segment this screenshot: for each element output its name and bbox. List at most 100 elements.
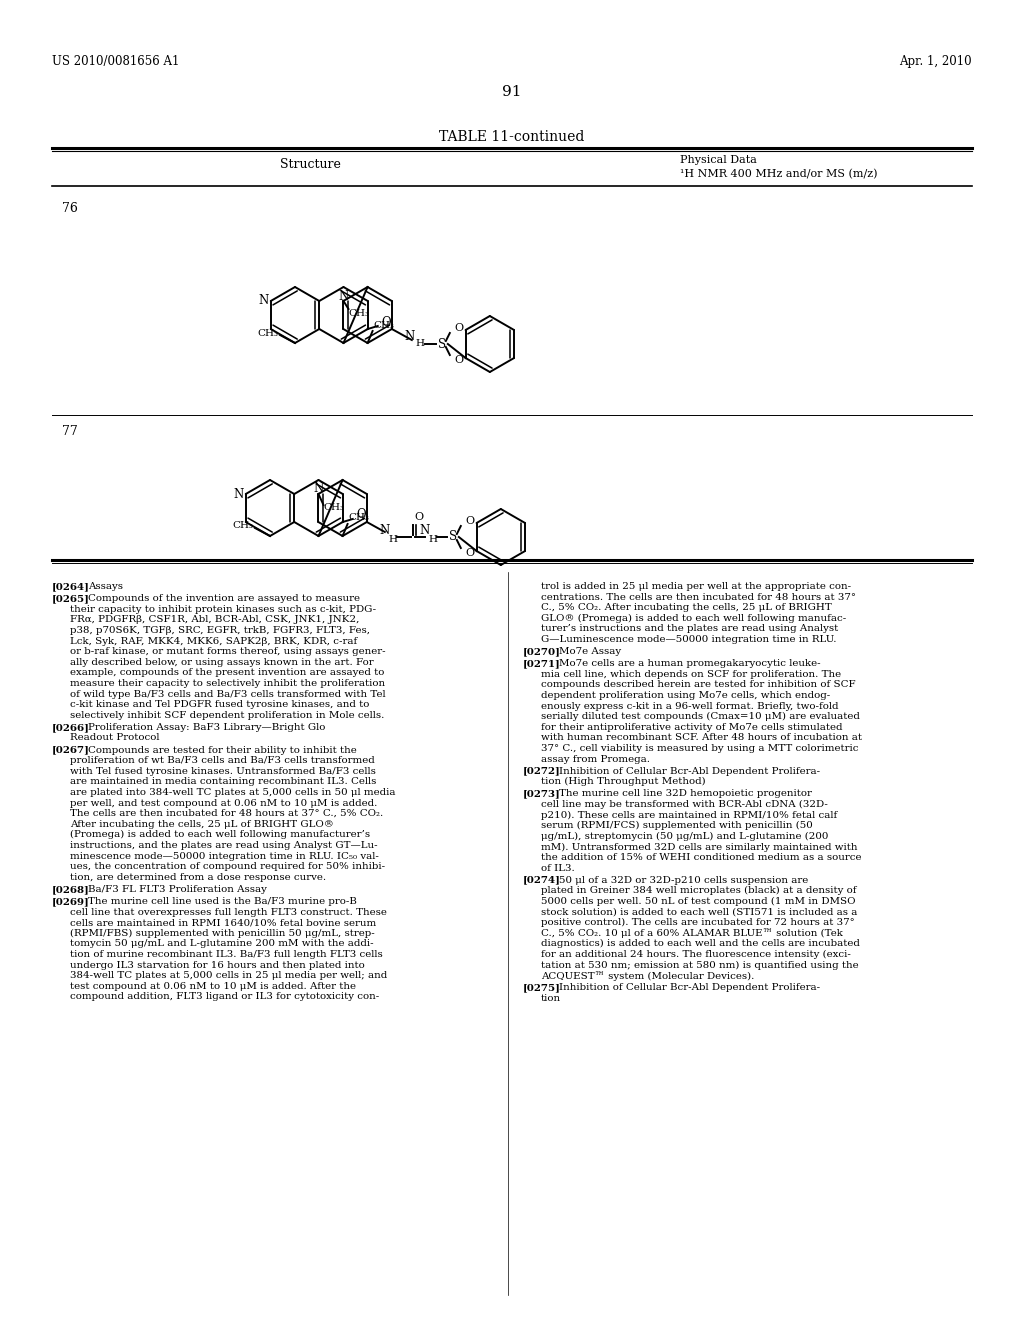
Text: per well, and test compound at 0.06 nM to 10 μM is added.: per well, and test compound at 0.06 nM t… xyxy=(70,799,378,808)
Text: Assays: Assays xyxy=(88,582,123,591)
Text: mM). Untransformed 32D cells are similarly maintained with: mM). Untransformed 32D cells are similar… xyxy=(541,842,857,851)
Text: tion of murine recombinant IL3. Ba/F3 full length FLT3 cells: tion of murine recombinant IL3. Ba/F3 fu… xyxy=(70,950,383,958)
Text: minescence mode—50000 integration time in RLU. IC₅₀ val-: minescence mode—50000 integration time i… xyxy=(70,851,379,861)
Text: [0271]: [0271] xyxy=(523,659,561,668)
Text: O: O xyxy=(465,516,474,525)
Text: p210). These cells are maintained in RPMI/10% fetal calf: p210). These cells are maintained in RPM… xyxy=(541,810,838,820)
Text: assay from Promega.: assay from Promega. xyxy=(541,755,650,763)
Text: for their antiproliferative activity of Mo7e cells stimulated: for their antiproliferative activity of … xyxy=(541,723,843,731)
Text: N: N xyxy=(233,487,244,500)
Text: Compounds of the invention are assayed to measure: Compounds of the invention are assayed t… xyxy=(88,594,360,603)
Text: CH₃: CH₃ xyxy=(323,503,344,511)
Text: The murine cell line 32D hemopoietic progenitor: The murine cell line 32D hemopoietic pro… xyxy=(559,789,812,799)
Text: N: N xyxy=(420,524,430,536)
Text: ues, the concentration of compound required for 50% inhibi-: ues, the concentration of compound requi… xyxy=(70,862,385,871)
Text: are maintained in media containing recombinant IL3. Cells: are maintained in media containing recom… xyxy=(70,777,377,787)
Text: CH₃: CH₃ xyxy=(373,321,394,330)
Text: Structure: Structure xyxy=(280,158,340,172)
Text: N: N xyxy=(259,294,269,308)
Text: [0267]: [0267] xyxy=(52,746,90,755)
Text: Apr. 1, 2010: Apr. 1, 2010 xyxy=(899,55,972,69)
Text: tomycin 50 μg/mL and L-glutamine 200 mM with the addi-: tomycin 50 μg/mL and L-glutamine 200 mM … xyxy=(70,940,374,948)
Text: for an additional 24 hours. The fluorescence intensity (exci-: for an additional 24 hours. The fluoresc… xyxy=(541,950,851,960)
Text: O: O xyxy=(465,548,474,558)
Text: μg/mL), streptomycin (50 μg/mL) and L-glutamine (200: μg/mL), streptomycin (50 μg/mL) and L-gl… xyxy=(541,832,828,841)
Text: N: N xyxy=(380,524,390,536)
Text: cell line may be transformed with BCR-Abl cDNA (32D-: cell line may be transformed with BCR-Ab… xyxy=(541,800,827,809)
Text: O: O xyxy=(356,508,366,521)
Text: ¹H NMR 400 MHz and/or MS (m/z): ¹H NMR 400 MHz and/or MS (m/z) xyxy=(680,169,878,180)
Text: serially diluted test compounds (Cmax=10 μM) are evaluated: serially diluted test compounds (Cmax=10… xyxy=(541,713,860,721)
Text: example, compounds of the present invention are assayed to: example, compounds of the present invent… xyxy=(70,668,384,677)
Text: CH₃: CH₃ xyxy=(348,513,369,523)
Text: compounds described herein are tested for inhibition of SCF: compounds described herein are tested fo… xyxy=(541,680,856,689)
Text: centrations. The cells are then incubated for 48 hours at 37°: centrations. The cells are then incubate… xyxy=(541,593,856,602)
Text: C., 5% CO₂. After incubating the cells, 25 μL of BRIGHT: C., 5% CO₂. After incubating the cells, … xyxy=(541,603,831,612)
Text: ally described below, or using assays known in the art. For: ally described below, or using assays kn… xyxy=(70,657,374,667)
Text: N: N xyxy=(404,330,415,342)
Text: [0268]: [0268] xyxy=(52,884,90,894)
Text: Inhibition of Cellular Bcr-Abl Dependent Prolifera-: Inhibition of Cellular Bcr-Abl Dependent… xyxy=(559,983,820,993)
Text: serum (RPMI/FCS) supplemented with penicillin (50: serum (RPMI/FCS) supplemented with penic… xyxy=(541,821,813,830)
Text: [0270]: [0270] xyxy=(523,647,561,656)
Text: instructions, and the plates are read using Analyst GT—Lu-: instructions, and the plates are read us… xyxy=(70,841,378,850)
Text: [0265]: [0265] xyxy=(52,594,90,603)
Text: 50 μl of a 32D or 32D-p210 cells suspension are: 50 μl of a 32D or 32D-p210 cells suspens… xyxy=(559,875,808,884)
Text: TABLE 11-continued: TABLE 11-continued xyxy=(439,129,585,144)
Text: (Promega) is added to each well following manufacturer’s: (Promega) is added to each well followin… xyxy=(70,830,370,840)
Text: dependent proliferation using Mo7e cells, which endog-: dependent proliferation using Mo7e cells… xyxy=(541,690,830,700)
Text: turer’s instructions and the plates are read using Analyst: turer’s instructions and the plates are … xyxy=(541,624,839,634)
Text: O: O xyxy=(455,355,464,366)
Text: [0274]: [0274] xyxy=(523,875,561,884)
Text: Mo7e cells are a human promegakaryocytic leuke-: Mo7e cells are a human promegakaryocytic… xyxy=(559,659,820,668)
Text: CH₃: CH₃ xyxy=(348,309,369,318)
Text: H: H xyxy=(388,535,397,544)
Text: of wild type Ba/F3 cells and Ba/F3 cells transformed with Tel: of wild type Ba/F3 cells and Ba/F3 cells… xyxy=(70,689,386,698)
Text: 5000 cells per well. 50 nL of test compound (1 mM in DMSO: 5000 cells per well. 50 nL of test compo… xyxy=(541,896,855,906)
Text: [0272]: [0272] xyxy=(523,767,561,776)
Text: O: O xyxy=(415,512,423,521)
Text: N: N xyxy=(313,483,324,495)
Text: tion: tion xyxy=(541,994,561,1003)
Text: of IL3.: of IL3. xyxy=(541,863,574,873)
Text: The cells are then incubated for 48 hours at 37° C., 5% CO₂.: The cells are then incubated for 48 hour… xyxy=(70,809,383,818)
Text: plated in Greiner 384 well microplates (black) at a density of: plated in Greiner 384 well microplates (… xyxy=(541,886,856,895)
Text: Physical Data: Physical Data xyxy=(680,154,757,165)
Text: [0269]: [0269] xyxy=(52,896,90,906)
Text: 76: 76 xyxy=(62,202,78,215)
Text: tion (High Throughput Method): tion (High Throughput Method) xyxy=(541,777,706,787)
Text: cells are maintained in RPMI 1640/10% fetal bovine serum: cells are maintained in RPMI 1640/10% fe… xyxy=(70,919,376,927)
Text: Mo7e Assay: Mo7e Assay xyxy=(559,647,622,656)
Text: G—Luminescence mode—50000 integration time in RLU.: G—Luminescence mode—50000 integration ti… xyxy=(541,635,837,644)
Text: compound addition, FLT3 ligand or IL3 for cytotoxicity con-: compound addition, FLT3 ligand or IL3 fo… xyxy=(70,993,379,1002)
Text: 37° C., cell viability is measured by using a MTT colorimetric: 37° C., cell viability is measured by us… xyxy=(541,744,858,752)
Text: Ba/F3 FL FLT3 Proliferation Assay: Ba/F3 FL FLT3 Proliferation Assay xyxy=(88,884,267,894)
Text: Inhibition of Cellular Bcr-Abl Dependent Prolifera-: Inhibition of Cellular Bcr-Abl Dependent… xyxy=(559,767,820,776)
Text: US 2010/0081656 A1: US 2010/0081656 A1 xyxy=(52,55,179,69)
Text: [0273]: [0273] xyxy=(523,789,561,799)
Text: N: N xyxy=(338,289,348,302)
Text: with human recombinant SCF. After 48 hours of incubation at: with human recombinant SCF. After 48 hou… xyxy=(541,734,862,742)
Text: ACQUEST™ system (Molecular Devices).: ACQUEST™ system (Molecular Devices). xyxy=(541,972,755,981)
Text: enously express c-kit in a 96-well format. Briefly, two-fold: enously express c-kit in a 96-well forma… xyxy=(541,702,839,710)
Text: Compounds are tested for their ability to inhibit the: Compounds are tested for their ability t… xyxy=(88,746,356,755)
Text: O: O xyxy=(455,323,464,333)
Text: proliferation of wt Ba/F3 cells and Ba/F3 cells transformed: proliferation of wt Ba/F3 cells and Ba/F… xyxy=(70,756,375,766)
Text: FRα, PDGFRβ, CSF1R, Abl, BCR-Abl, CSK, JNK1, JNK2,: FRα, PDGFRβ, CSF1R, Abl, BCR-Abl, CSK, J… xyxy=(70,615,359,624)
Text: tation at 530 nm; emission at 580 nm) is quantified using the: tation at 530 nm; emission at 580 nm) is… xyxy=(541,961,859,970)
Text: test compound at 0.06 nM to 10 μM is added. After the: test compound at 0.06 nM to 10 μM is add… xyxy=(70,982,356,991)
Text: or b-raf kinase, or mutant forms thereof, using assays gener-: or b-raf kinase, or mutant forms thereof… xyxy=(70,647,386,656)
Text: H: H xyxy=(416,339,424,348)
Text: [0266]: [0266] xyxy=(52,723,90,731)
Text: 77: 77 xyxy=(62,425,78,438)
Text: c-kit kinase and Tel PDGFR fused tyrosine kinases, and to: c-kit kinase and Tel PDGFR fused tyrosin… xyxy=(70,700,370,709)
Text: S: S xyxy=(438,338,445,351)
Text: selectively inhibit SCF dependent proliferation in Mole cells.: selectively inhibit SCF dependent prolif… xyxy=(70,710,384,719)
Text: [0275]: [0275] xyxy=(523,983,561,993)
Text: Lck, Syk, RAF, MKK4, MKK6, SAPK2β, BRK, KDR, c-raf: Lck, Syk, RAF, MKK4, MKK6, SAPK2β, BRK, … xyxy=(70,636,357,645)
Text: Proliferation Assay: BaF3 Library—Bright Glo: Proliferation Assay: BaF3 Library—Bright… xyxy=(88,723,326,731)
Text: their capacity to inhibit protein kinases such as c-kit, PDG-: their capacity to inhibit protein kinase… xyxy=(70,605,376,614)
Text: GLO® (Promega) is added to each well following manufac-: GLO® (Promega) is added to each well fol… xyxy=(541,614,846,623)
Text: the addition of 15% of WEHI conditioned medium as a source: the addition of 15% of WEHI conditioned … xyxy=(541,853,861,862)
Text: 91: 91 xyxy=(502,84,522,99)
